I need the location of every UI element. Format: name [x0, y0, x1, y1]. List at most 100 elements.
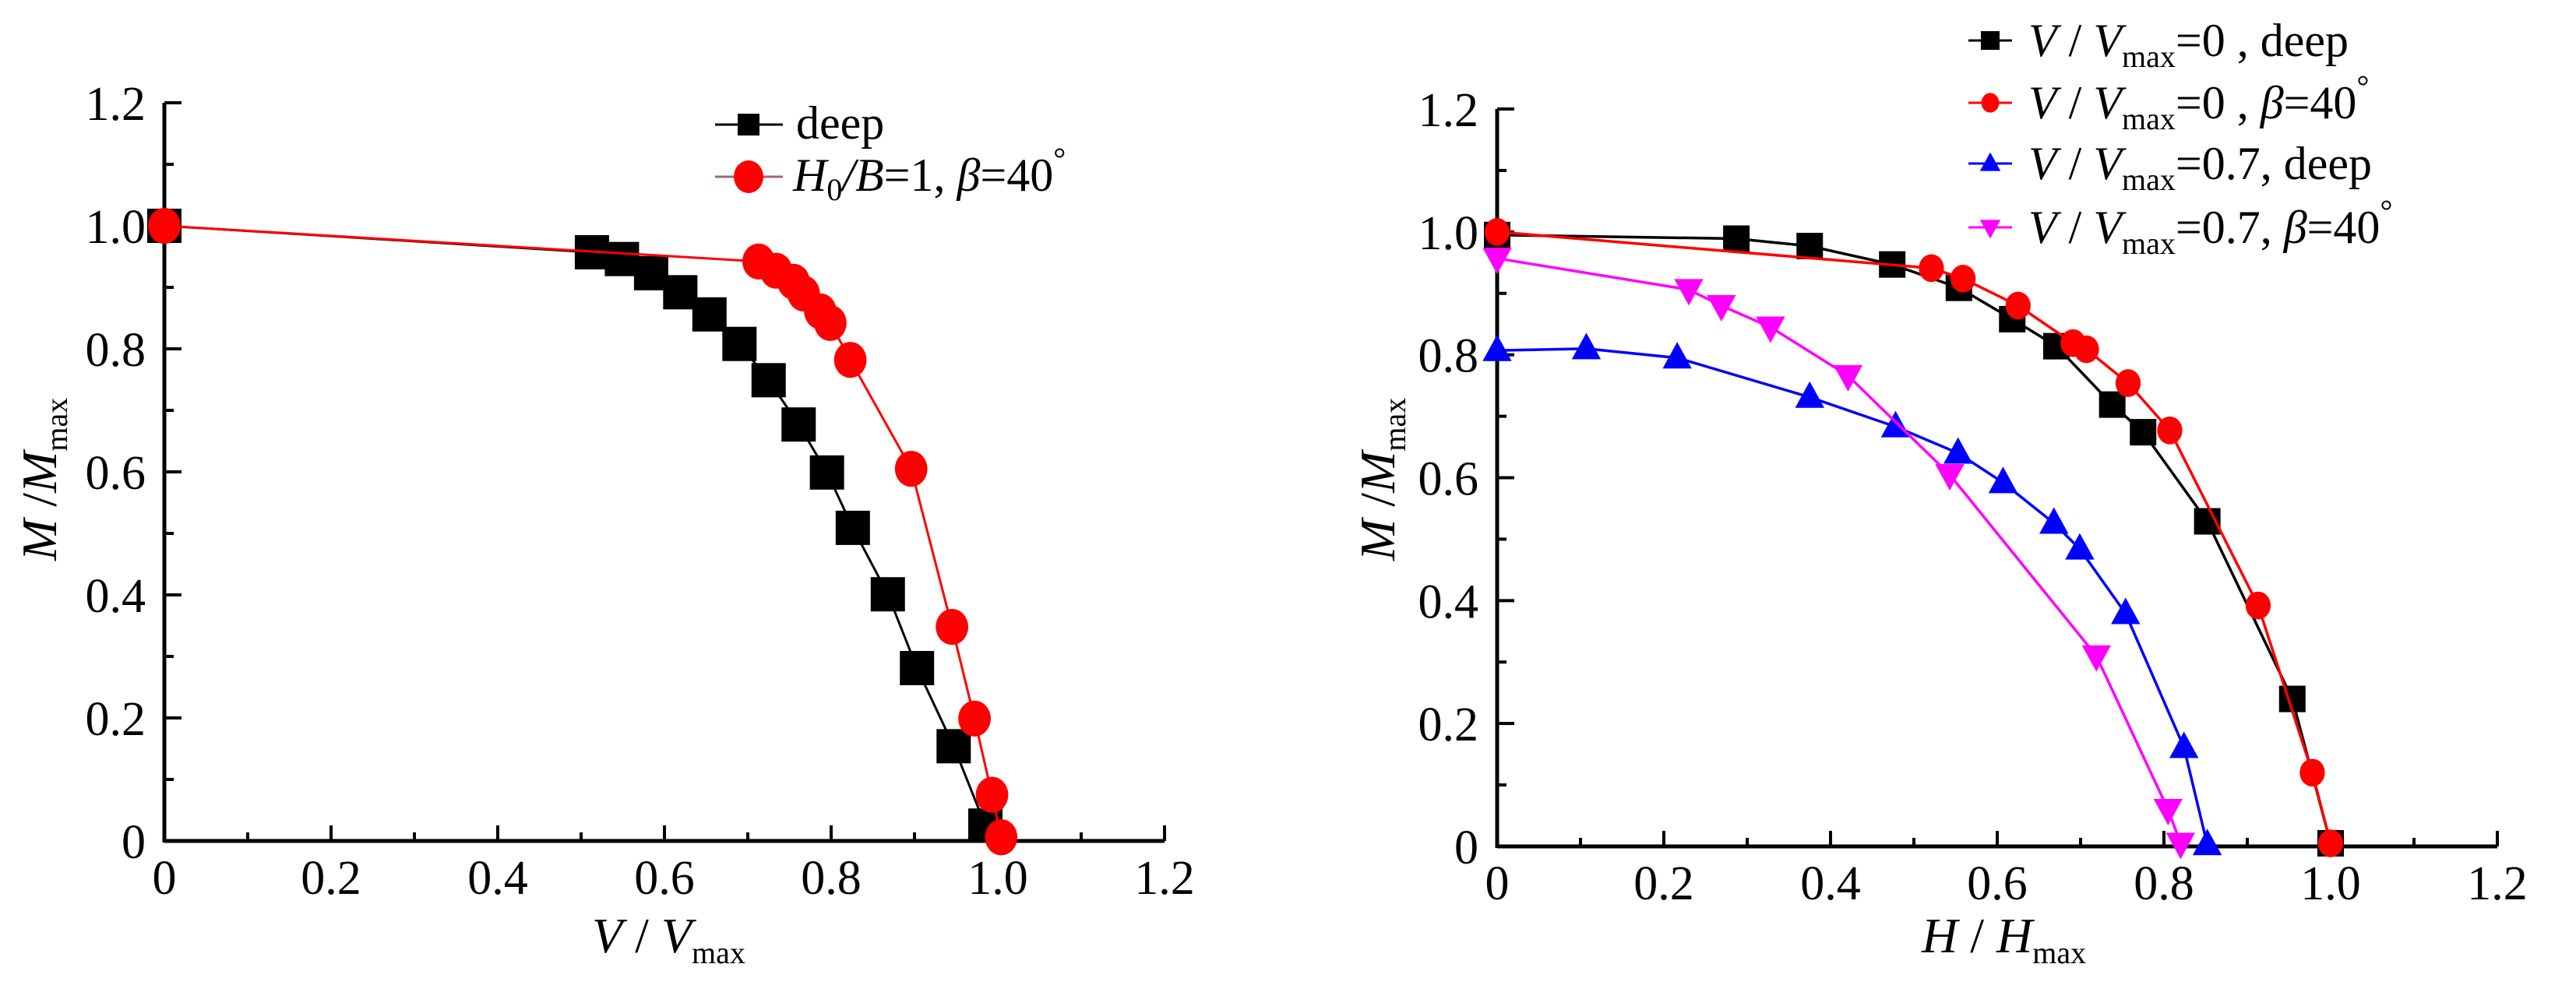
y-title-sep: /	[12, 493, 67, 519]
y-tick-label: 0.2	[86, 693, 146, 746]
x-title-base: V	[661, 908, 697, 963]
legend-degree: °	[1053, 141, 1066, 176]
right-series	[1482, 217, 2344, 860]
series-3	[1482, 248, 2196, 860]
data-point	[604, 241, 640, 276]
legend-eq40: =40	[2307, 202, 2380, 253]
legend-h-sub: 0	[826, 172, 842, 207]
left-x-axis-title: V / Vmax	[592, 908, 745, 970]
series-line	[1496, 230, 2332, 844]
legend-rest: =0 ,	[2176, 77, 2261, 128]
legend-v-base: V	[2093, 77, 2127, 128]
x-tick-label: 1.2	[2467, 857, 2528, 910]
x-title-sep: /	[1958, 908, 1996, 963]
legend-item-0[interactable]: V / Vmax=0 , deep	[1968, 15, 2349, 74]
x-title-sub: max	[2032, 935, 2086, 970]
data-point	[751, 363, 786, 398]
data-point	[633, 255, 668, 290]
data-point	[1723, 225, 1750, 252]
y-tick-label: 1.2	[1418, 84, 1479, 137]
data-point	[2299, 758, 2325, 787]
data-point	[894, 450, 928, 487]
data-point	[2153, 799, 2183, 826]
data-point	[1950, 264, 1976, 293]
legend-rest: =0.7, deep	[2176, 138, 2372, 189]
legend-sep: /	[2057, 202, 2094, 253]
legend-v-base: V	[2093, 202, 2127, 253]
legend-eq1: =1,	[884, 150, 957, 201]
series-line	[1496, 234, 2332, 844]
data-point	[1662, 342, 1692, 369]
left-y-axis-title: M /Mmax	[12, 398, 74, 561]
legend-label: V / Vmax=0 , deep	[2028, 15, 2349, 74]
data-point	[1935, 463, 1965, 491]
data-point	[2005, 291, 2031, 320]
data-point	[2317, 829, 2344, 857]
x-tick-label: 0.4	[467, 852, 528, 905]
legend-h: H	[792, 150, 830, 201]
y-tick-label: 1.0	[86, 201, 146, 254]
y-tick-label: 1.0	[1418, 207, 1479, 260]
y-tick-label: 0.6	[86, 447, 146, 500]
data-point	[2192, 828, 2222, 856]
series-2	[1482, 332, 2222, 856]
left-legend: deep H0/B=1, β=40°	[715, 97, 1066, 207]
data-point	[2169, 731, 2199, 758]
data-point	[958, 700, 991, 737]
data-point	[1796, 232, 1824, 259]
data-point	[2099, 391, 2126, 418]
legend-item-deep[interactable]: deep	[715, 97, 884, 149]
x-tick-label: 0	[1485, 857, 1510, 910]
data-point	[2081, 645, 2112, 672]
legend-label: V / Vmax=0 , β=40°	[2028, 69, 2369, 136]
series-1	[1484, 217, 2344, 857]
data-point	[1833, 364, 1863, 392]
legend-v-base: V	[2093, 15, 2127, 66]
data-point	[1571, 332, 1602, 360]
legend-sub: max	[2122, 226, 2176, 261]
legend-item-2[interactable]: V / Vmax=0.7, deep	[1968, 138, 2372, 197]
x-tick-label: 0.6	[1967, 857, 2028, 910]
y-title-base: M	[1350, 449, 1405, 494]
x-tick-label: 0.4	[1800, 857, 1861, 910]
legend-label: H0/B=1, β=40°	[792, 141, 1066, 207]
data-point	[2039, 507, 2069, 534]
data-point	[835, 510, 870, 545]
data-point	[985, 819, 1018, 856]
legend-label: deep	[796, 97, 884, 149]
series-0	[147, 209, 1003, 843]
y-title-sub: max	[1377, 398, 1412, 452]
y-title-main: M	[1350, 516, 1405, 561]
y-tick-label: 1.2	[86, 78, 146, 131]
data-point	[1756, 316, 1785, 343]
x-tick-label: 0	[153, 852, 177, 905]
legend-item-h0b-beta40[interactable]: H0/B=1, β=40°	[715, 141, 1066, 207]
x-tick-label: 1.0	[967, 852, 1028, 905]
left-tick-labels: 0 0.2 0.4 0.6 0.8 1.0 1.2 0 0.2 0.4 0.6 0.8 1.0 1.2	[86, 78, 1195, 905]
legend-v-base: V	[2093, 138, 2127, 189]
data-point	[870, 577, 905, 612]
data-point	[1484, 217, 1510, 246]
data-point	[2074, 335, 2099, 364]
data-point	[692, 297, 727, 332]
legend-item-3[interactable]: V / Vmax=0.7, β=40°	[1968, 193, 2392, 261]
left-axes	[162, 101, 1166, 843]
x-tick-label: 1.0	[2300, 857, 2361, 910]
legend-triangle-down-icon	[1979, 220, 2001, 239]
legend-beta: β	[957, 150, 981, 201]
series-0	[1484, 221, 2344, 857]
legend-circle-icon	[734, 160, 763, 193]
x-tick-label: 1.2	[1134, 852, 1195, 905]
x-tick-label: 0.8	[2134, 857, 2194, 910]
legend-item-1[interactable]: V / Vmax=0 , β=40°	[1968, 69, 2369, 136]
data-point	[2111, 597, 2141, 624]
y-tick-label: 0.4	[1418, 575, 1479, 628]
x-tick-label: 0.8	[801, 852, 862, 905]
data-point	[2065, 533, 2095, 560]
data-point	[722, 326, 757, 361]
legend-sep: /	[2057, 77, 2094, 128]
data-point	[1482, 248, 1512, 275]
legend-sub: max	[2122, 162, 2176, 197]
data-point	[900, 651, 935, 686]
